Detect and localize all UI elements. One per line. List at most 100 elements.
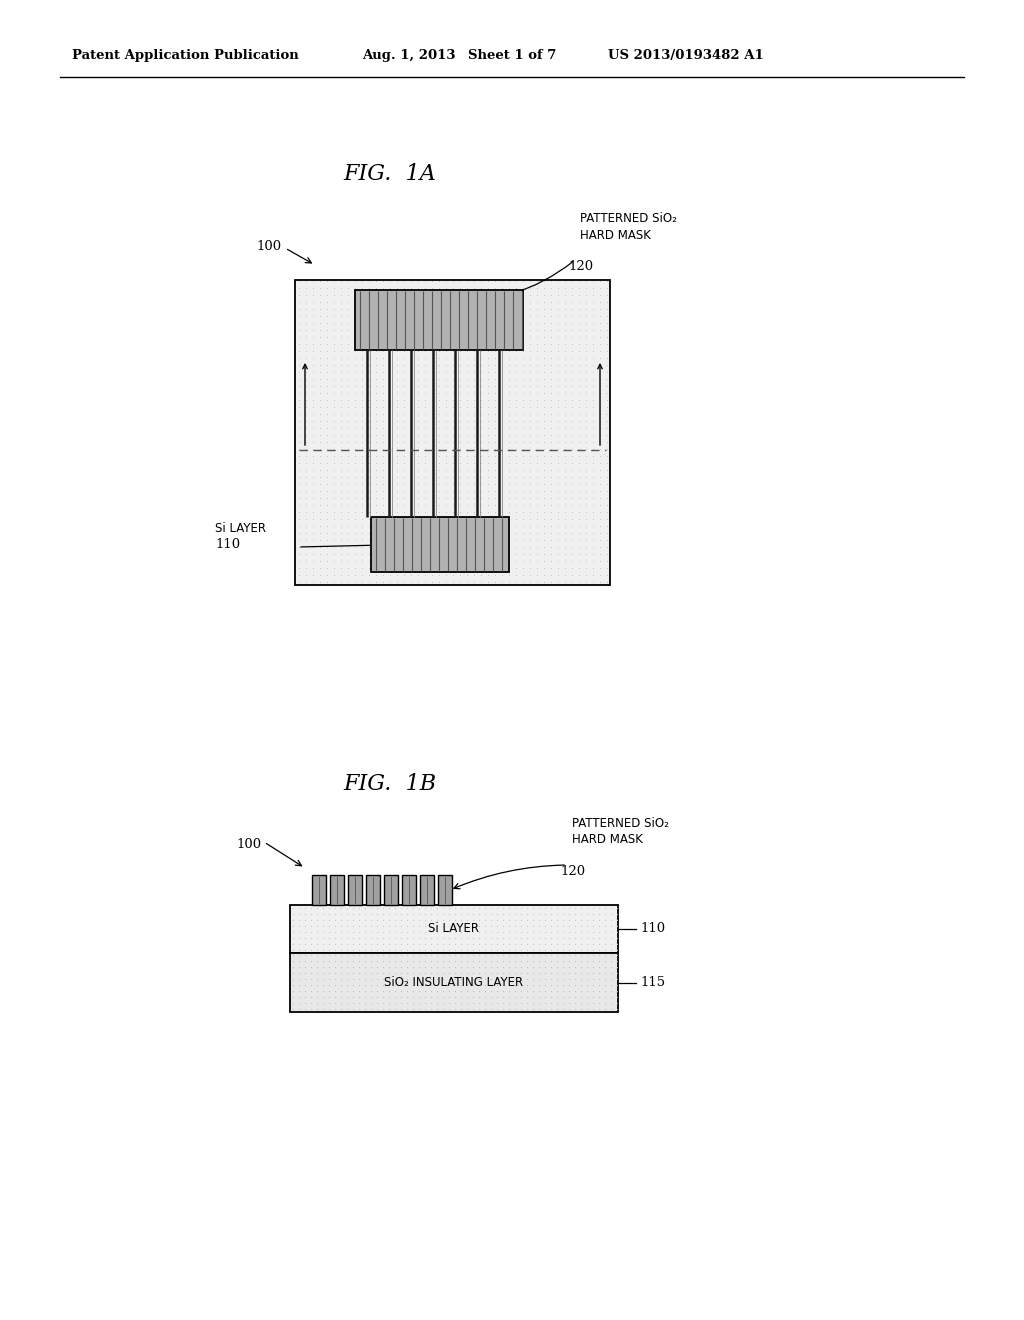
Point xyxy=(423,529,439,550)
Point xyxy=(597,981,613,1002)
Point xyxy=(514,354,530,375)
Point xyxy=(430,319,446,341)
Point xyxy=(381,271,397,292)
Point xyxy=(311,494,328,515)
Point xyxy=(423,557,439,578)
Point xyxy=(446,962,463,983)
Point xyxy=(530,909,547,931)
Point xyxy=(423,347,439,368)
Point xyxy=(353,459,370,480)
Point xyxy=(536,326,552,347)
Point xyxy=(333,319,349,341)
Point xyxy=(291,445,307,466)
Point xyxy=(297,916,313,937)
Point xyxy=(585,333,601,354)
Bar xyxy=(312,875,326,906)
Point xyxy=(430,543,446,564)
Point xyxy=(536,341,552,362)
Point xyxy=(304,508,321,529)
Point xyxy=(297,312,313,333)
Point xyxy=(393,940,410,961)
Point xyxy=(453,903,469,924)
Point xyxy=(578,480,594,502)
Point xyxy=(536,480,552,502)
Point xyxy=(360,381,377,403)
Point xyxy=(318,298,335,319)
Point xyxy=(501,417,517,438)
Point xyxy=(402,341,419,362)
Point xyxy=(507,898,523,919)
Point xyxy=(591,459,607,480)
Point xyxy=(567,957,584,978)
Point xyxy=(393,950,410,972)
Point xyxy=(437,417,454,438)
Point xyxy=(437,500,454,521)
Point xyxy=(514,508,530,529)
Point xyxy=(429,916,445,937)
Point xyxy=(346,487,362,508)
Point xyxy=(477,928,494,949)
Point xyxy=(346,557,362,578)
Point xyxy=(598,543,614,564)
Point xyxy=(339,957,355,978)
Point xyxy=(465,916,481,937)
Point xyxy=(388,430,404,451)
Point xyxy=(360,564,377,585)
Point xyxy=(437,326,454,347)
Point xyxy=(563,375,580,396)
Point xyxy=(381,341,397,362)
Point xyxy=(327,928,343,949)
Point xyxy=(570,500,587,521)
Point xyxy=(402,445,419,466)
Point xyxy=(440,940,457,961)
Point xyxy=(311,417,328,438)
Point xyxy=(333,333,349,354)
Point xyxy=(543,381,559,403)
Point xyxy=(321,898,337,919)
Point xyxy=(318,430,335,451)
Point xyxy=(326,451,342,473)
Point xyxy=(339,333,355,354)
Point xyxy=(333,557,349,578)
Point xyxy=(519,916,536,937)
Point xyxy=(543,271,559,292)
Point xyxy=(333,368,349,389)
Point xyxy=(437,290,454,312)
Point xyxy=(549,424,565,445)
Point xyxy=(411,974,427,995)
Point xyxy=(479,515,496,536)
Point xyxy=(345,962,361,983)
Point xyxy=(479,271,496,292)
Point xyxy=(598,572,614,593)
Point xyxy=(339,508,355,529)
Point xyxy=(609,986,626,1007)
Point xyxy=(578,403,594,424)
Point xyxy=(417,277,433,298)
Point xyxy=(543,354,559,375)
Point xyxy=(465,333,481,354)
Point xyxy=(556,536,572,557)
Point xyxy=(472,375,488,396)
Point xyxy=(333,564,349,585)
Point xyxy=(479,284,496,305)
Point xyxy=(297,521,313,543)
Point xyxy=(303,909,319,931)
Point xyxy=(530,981,547,1002)
Point xyxy=(375,564,391,585)
Point xyxy=(444,284,461,305)
Point xyxy=(549,438,565,459)
Point xyxy=(472,550,488,572)
Point xyxy=(563,515,580,536)
Point xyxy=(472,451,488,473)
Point xyxy=(285,903,301,924)
Point xyxy=(410,411,426,432)
Point xyxy=(440,957,457,978)
Text: US 2013/0193482 A1: US 2013/0193482 A1 xyxy=(608,49,764,62)
Point xyxy=(585,354,601,375)
Point xyxy=(333,389,349,411)
Point xyxy=(297,957,313,978)
Point xyxy=(304,543,321,564)
Point xyxy=(346,375,362,396)
Point xyxy=(556,375,572,396)
Point xyxy=(472,543,488,564)
